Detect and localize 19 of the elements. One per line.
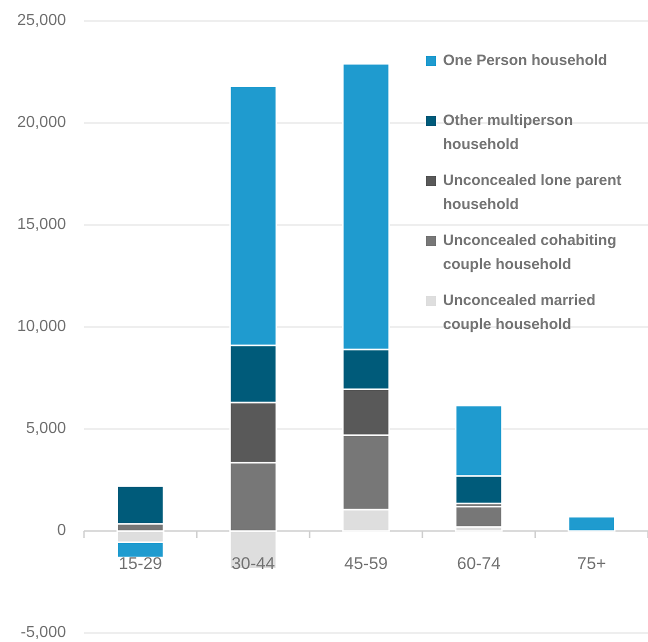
y-tick-label: 0 <box>57 522 66 540</box>
y-tick-label: 25,000 <box>17 12 66 30</box>
legend-label: Unconcealed married couple household <box>443 292 596 333</box>
legend-label: Unconcealed lone parent household <box>443 172 622 213</box>
legend-label: Unconcealed cohabiting couple household <box>443 232 616 273</box>
y-tick-label: 20,000 <box>17 114 66 132</box>
x-tick-label: 75+ <box>577 554 606 573</box>
legend-label: Other multiperson household <box>443 112 574 153</box>
legend-label: One Person household <box>443 52 608 69</box>
x-tick-label: 60-74 <box>457 554 501 573</box>
x-tick-label: 30-44 <box>231 554 275 573</box>
bar <box>454 506 503 528</box>
y-tick-label: 10,000 <box>17 318 66 336</box>
x-tick-label: 15-29 <box>118 554 162 573</box>
x-tick-label: 45-59 <box>344 554 388 573</box>
y-tick-label: 5,000 <box>26 420 66 438</box>
y-tick-label: -5,000 <box>20 624 66 642</box>
y-tick-label: 15,000 <box>17 216 66 234</box>
bar <box>568 516 616 532</box>
